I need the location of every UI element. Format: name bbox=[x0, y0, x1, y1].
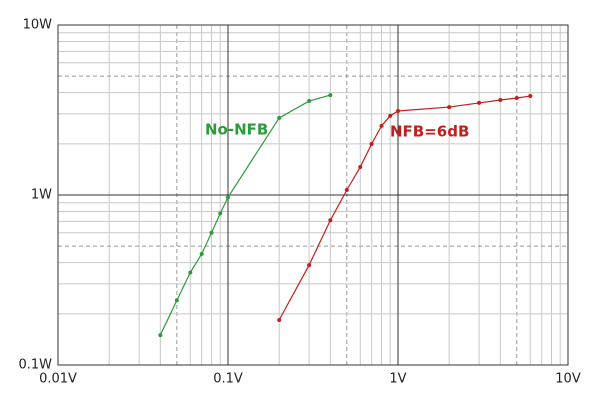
data-point bbox=[199, 251, 204, 256]
data-point bbox=[328, 93, 333, 98]
data-point bbox=[369, 141, 374, 146]
y-tick-label: 0.1W bbox=[18, 358, 52, 373]
data-point bbox=[477, 100, 482, 105]
data-point bbox=[307, 99, 312, 104]
data-point bbox=[218, 211, 223, 216]
series-line bbox=[278, 95, 531, 321]
x-tick-label: 10V bbox=[555, 372, 581, 387]
x-tick-label: 0.1V bbox=[213, 372, 243, 387]
data-point bbox=[209, 230, 214, 235]
series-line bbox=[159, 94, 331, 336]
data-point bbox=[226, 195, 230, 200]
data-point bbox=[528, 94, 533, 99]
series-label: No-NFB bbox=[205, 121, 268, 139]
data-point bbox=[188, 270, 193, 275]
series-label: NFB=6dB bbox=[390, 123, 469, 141]
data-point bbox=[514, 96, 519, 101]
data-point bbox=[344, 188, 349, 193]
data-point bbox=[396, 108, 400, 113]
x-tick-label: 1V bbox=[389, 372, 406, 387]
data-point bbox=[328, 218, 333, 223]
data-point bbox=[447, 105, 452, 110]
data-point bbox=[174, 298, 179, 303]
data-point bbox=[498, 98, 503, 103]
y-tick-label: 1W bbox=[31, 188, 52, 203]
y-tick-label: 10W bbox=[23, 18, 53, 33]
data-point bbox=[158, 333, 163, 338]
data-point bbox=[307, 263, 312, 268]
data-point bbox=[277, 317, 282, 322]
data-point bbox=[388, 113, 393, 118]
data-point bbox=[358, 165, 363, 170]
data-point bbox=[379, 123, 384, 128]
x-tick-label: 0.01V bbox=[39, 372, 77, 387]
data-point bbox=[277, 115, 282, 120]
